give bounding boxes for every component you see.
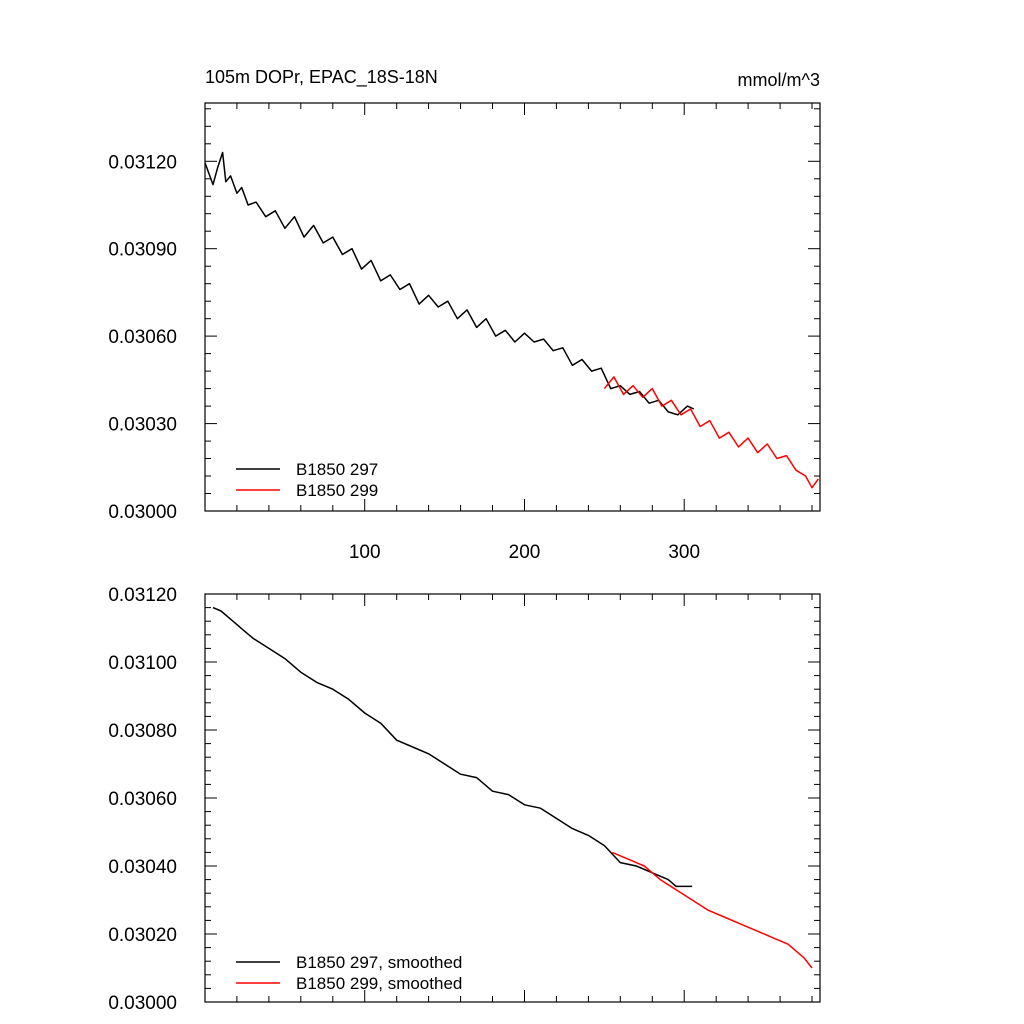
series-line-2 [603,376,820,489]
x-tick-label: 300 [668,542,700,563]
tick-marks [205,593,820,1003]
y-tick-label: 0.03090 [108,240,177,261]
y-tick-label: 0.03020 [108,925,177,946]
y-tick-label: 0.03120 [108,585,177,606]
legend: B1850 297, smoothed B1850 299, smoothed [236,953,462,993]
series-layer [204,151,820,489]
series-line-2 [612,851,813,969]
bottom-panel: 0.03000 0.03020 0.03040 0.03060 0.03080 0.031… [108,585,821,1014]
y-tick-label: 0.03040 [108,857,177,878]
series-layer [212,606,813,969]
series-line-1 [212,606,693,888]
legend-label: B1850 299 [296,481,378,500]
legend-label: B1850 299, smoothed [296,974,462,993]
y-tick-label: 0.03120 [108,152,177,173]
units-label: mmol/m^3 [738,70,820,90]
chart-title: 105m DOPr, EPAC_18S-18N [205,67,438,88]
legend-label: B1850 297, smoothed [296,953,462,972]
x-tick-label: 100 [349,542,381,563]
x-tick-label: 200 [509,542,541,563]
y-tick-label: 0.03060 [108,327,177,348]
top-panel: 105m DOPr, EPAC_18S-18N mmol/m^3 0.03000… [108,67,821,563]
y-tick-label: 0.03000 [108,502,177,523]
y-tick-label: 0.03000 [108,993,177,1014]
tick-marks [205,103,820,512]
plot-frame [204,102,821,512]
y-tick-labels: 0.03000 0.03020 0.03040 0.03060 0.03080 0.031… [108,585,177,1014]
x-tick-labels: 100 200 300 [349,542,700,563]
y-tick-label: 0.03100 [108,653,177,674]
y-tick-labels: 0.03000 0.03030 0.03060 0.03090 0.03120 [108,152,177,523]
legend: B1850 297 B1850 299 [236,460,378,500]
y-tick-label: 0.03080 [108,721,177,742]
y-tick-label: 0.03060 [108,789,177,810]
y-tick-label: 0.03030 [108,415,177,436]
legend-label: B1850 297 [296,460,378,479]
series-line-1 [204,151,695,416]
